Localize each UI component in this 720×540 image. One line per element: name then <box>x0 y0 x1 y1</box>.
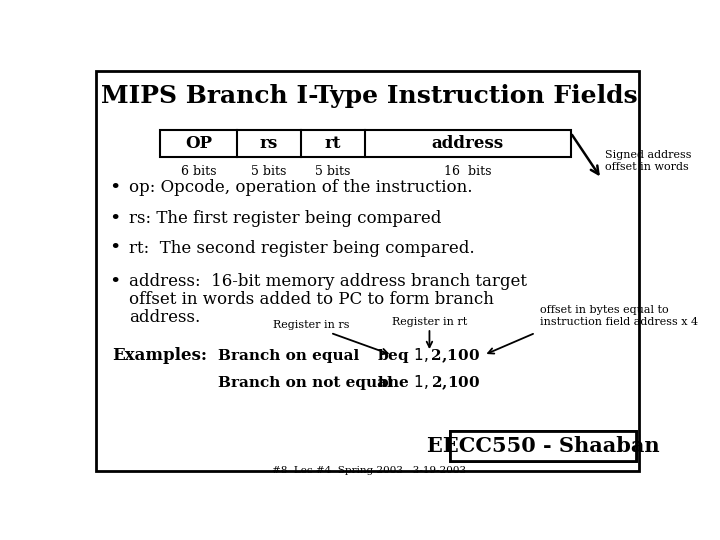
Text: 5 bits: 5 bits <box>251 165 287 178</box>
Text: rt: rt <box>325 135 341 152</box>
Text: #8  Lec #4  Spring 2003   3-19-2003: #8 Lec #4 Spring 2003 3-19-2003 <box>272 466 466 475</box>
Text: address:  16-bit memory address branch target: address: 16-bit memory address branch ta… <box>129 273 527 291</box>
Text: address.: address. <box>129 309 200 326</box>
Bar <box>160 130 570 157</box>
Text: EECC550 - Shaaban: EECC550 - Shaaban <box>427 436 660 456</box>
Text: Branch on equal: Branch on equal <box>218 349 359 363</box>
Text: Signed address
offset in words: Signed address offset in words <box>606 150 692 172</box>
Text: 16  bits: 16 bits <box>444 165 492 178</box>
Text: OP: OP <box>185 135 212 152</box>
Text: address: address <box>432 135 504 152</box>
Text: Examples:: Examples: <box>112 347 207 365</box>
Text: Register in rt: Register in rt <box>392 316 467 327</box>
Text: Register in rs: Register in rs <box>273 320 349 330</box>
Text: offset in words added to PC to form branch: offset in words added to PC to form bran… <box>129 291 494 308</box>
Text: •: • <box>109 179 120 197</box>
Text: Branch on not equal: Branch on not equal <box>218 376 392 390</box>
Text: offset in bytes equal to
instruction field address x 4: offset in bytes equal to instruction fie… <box>539 305 698 327</box>
Text: rt:  The second register being compared.: rt: The second register being compared. <box>129 240 474 256</box>
Text: bne $1,$2,100: bne $1,$2,100 <box>377 374 480 392</box>
Text: MIPS Branch I-Type Instruction Fields: MIPS Branch I-Type Instruction Fields <box>101 84 637 107</box>
Text: rs: rs <box>260 135 278 152</box>
Bar <box>454 434 639 464</box>
Text: rs: The first register being compared: rs: The first register being compared <box>129 210 441 227</box>
Text: •: • <box>109 210 120 228</box>
Text: op: Opcode, operation of the instruction.: op: Opcode, operation of the instruction… <box>129 179 472 197</box>
Bar <box>451 431 636 461</box>
Text: •: • <box>109 273 120 291</box>
Text: 5 bits: 5 bits <box>315 165 351 178</box>
Text: beq $1,$2,100: beq $1,$2,100 <box>377 346 480 366</box>
Bar <box>451 431 636 461</box>
Text: •: • <box>109 239 120 257</box>
Text: 6 bits: 6 bits <box>181 165 216 178</box>
